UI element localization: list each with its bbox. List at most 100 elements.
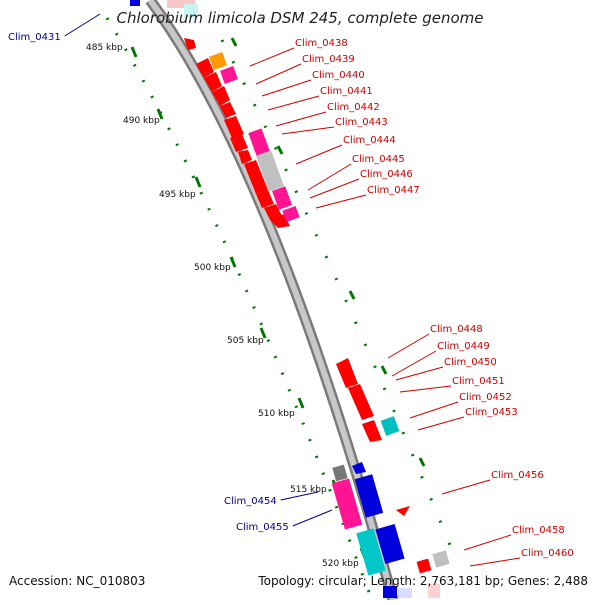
gene-feature [380,416,400,436]
leader-line [395,366,444,381]
scale-label: 485 kbp [86,43,123,53]
gene-label-clim-0445: Clim_0445 [352,154,405,165]
gene-label-clim-0451: Clim_0451 [452,376,505,387]
leader-line [295,144,343,165]
gene-feature [362,420,382,442]
gene-label-clim-0458: Clim_0458 [512,525,565,536]
outer-major-tick-2 [348,290,356,300]
label-leader-lines [64,13,521,567]
gene-label-clim-0443: Clim_0443 [335,117,388,128]
gene-features [130,0,450,598]
outer-major-tick-3 [380,365,388,375]
gene-feature [416,558,432,574]
leader-line [387,333,430,359]
tick-marks [105,17,458,601]
leader-line [64,13,101,37]
outer-major-tick-0 [230,37,238,47]
gene-feature [348,384,374,420]
gene-label-clim-0460: Clim_0460 [521,548,574,559]
leader-line [469,557,521,567]
map-title: Chlorobium limicola DSM 245, complete ge… [116,9,484,27]
gene-feature [230,134,248,152]
gene-feature [130,0,140,6]
gene-labels: 485 kbp 490 kbp 495 kbp 500 kbp 505 kbp 510 k… [8,32,574,569]
leader-line [255,63,302,85]
leader-line [281,126,335,135]
gene-label-clim-0449: Clim_0449 [437,341,490,352]
major-tick-0 [130,46,138,58]
gene-feature [196,58,214,78]
scale-label: 495 kbp [159,190,196,200]
gene-feature [383,586,397,598]
leader-line [267,95,320,111]
gene-feature [282,205,300,223]
gene-label-clim-0446: Clim_0446 [360,169,413,180]
scale-label: 505 kbp [227,336,264,346]
gene-feature [352,462,366,474]
major-tick-1 [156,108,164,120]
gene-label-clim-0440: Clim_0440 [312,70,365,81]
major-tick-3 [229,256,237,268]
leader-line [307,163,352,191]
genome-summary-text: Topology: circular; Length: 2,763,181 bp… [258,574,588,588]
scale-label: 515 kbp [290,485,327,495]
leader-line [275,111,327,127]
gene-feature [354,474,384,518]
gene-feature [256,190,274,208]
scale-label: 490 kbp [123,116,160,126]
gene-label-clim-0455: Clim_0455 [236,522,289,533]
gene-feature [375,523,405,565]
gene-label-clim-0450: Clim_0450 [444,357,497,368]
leader-line [409,401,459,419]
gene-label-clim-0456: Clim_0456 [491,470,544,481]
gene-label-clim-0454: Clim_0454 [224,496,277,507]
gene-feature [220,102,236,118]
gene-feature [264,204,282,220]
gene-label-clim-0439: Clim_0439 [302,54,355,65]
major-tick-4 [259,327,267,339]
outer-major-tick-1 [276,145,284,155]
scale-label: 500 kbp [194,263,231,273]
leader-line [261,79,312,97]
scale-label: 510 kbp [258,409,295,419]
gene-feature [356,528,386,576]
gene-feature [336,358,358,388]
gene-feature [428,584,440,598]
gene-label-clim-0452: Clim_0452 [459,392,512,403]
gene-feature [167,0,195,8]
leader-line [399,385,452,393]
gene-label-clim-0444: Clim_0444 [343,135,396,146]
gene-feature [244,160,268,194]
major-tick-2 [194,176,202,188]
gene-feature [184,38,196,50]
gene-feature [209,52,227,70]
gene-feature [184,4,198,18]
leader-line [417,416,465,431]
scale-label: 520 kbp [322,559,359,569]
gene-feature [212,86,230,106]
leader-line [292,509,333,527]
major-tick-5 [297,397,305,409]
gene-feature [238,150,252,164]
leader-line [280,491,319,501]
leader-line [463,534,512,551]
accession-text: Accession: NC_010803 [9,574,146,588]
leader-line [315,194,367,209]
leader-line [249,47,295,67]
gene-feature [432,550,450,568]
gene-label-clim-0441: Clim_0441 [320,86,373,97]
gene-feature [248,128,270,156]
leader-line [441,479,491,495]
gene-feature [332,464,348,482]
gene-feature [398,588,412,598]
gene-label-clim-0442: Clim_0442 [327,102,380,113]
gene-feature [272,186,292,210]
gene-label-clim-0448: Clim_0448 [430,324,483,335]
gene-feature [255,150,285,192]
leader-line [309,178,360,199]
leader-line [391,350,437,377]
gene-feature [396,506,410,516]
gene-feature [224,116,244,138]
